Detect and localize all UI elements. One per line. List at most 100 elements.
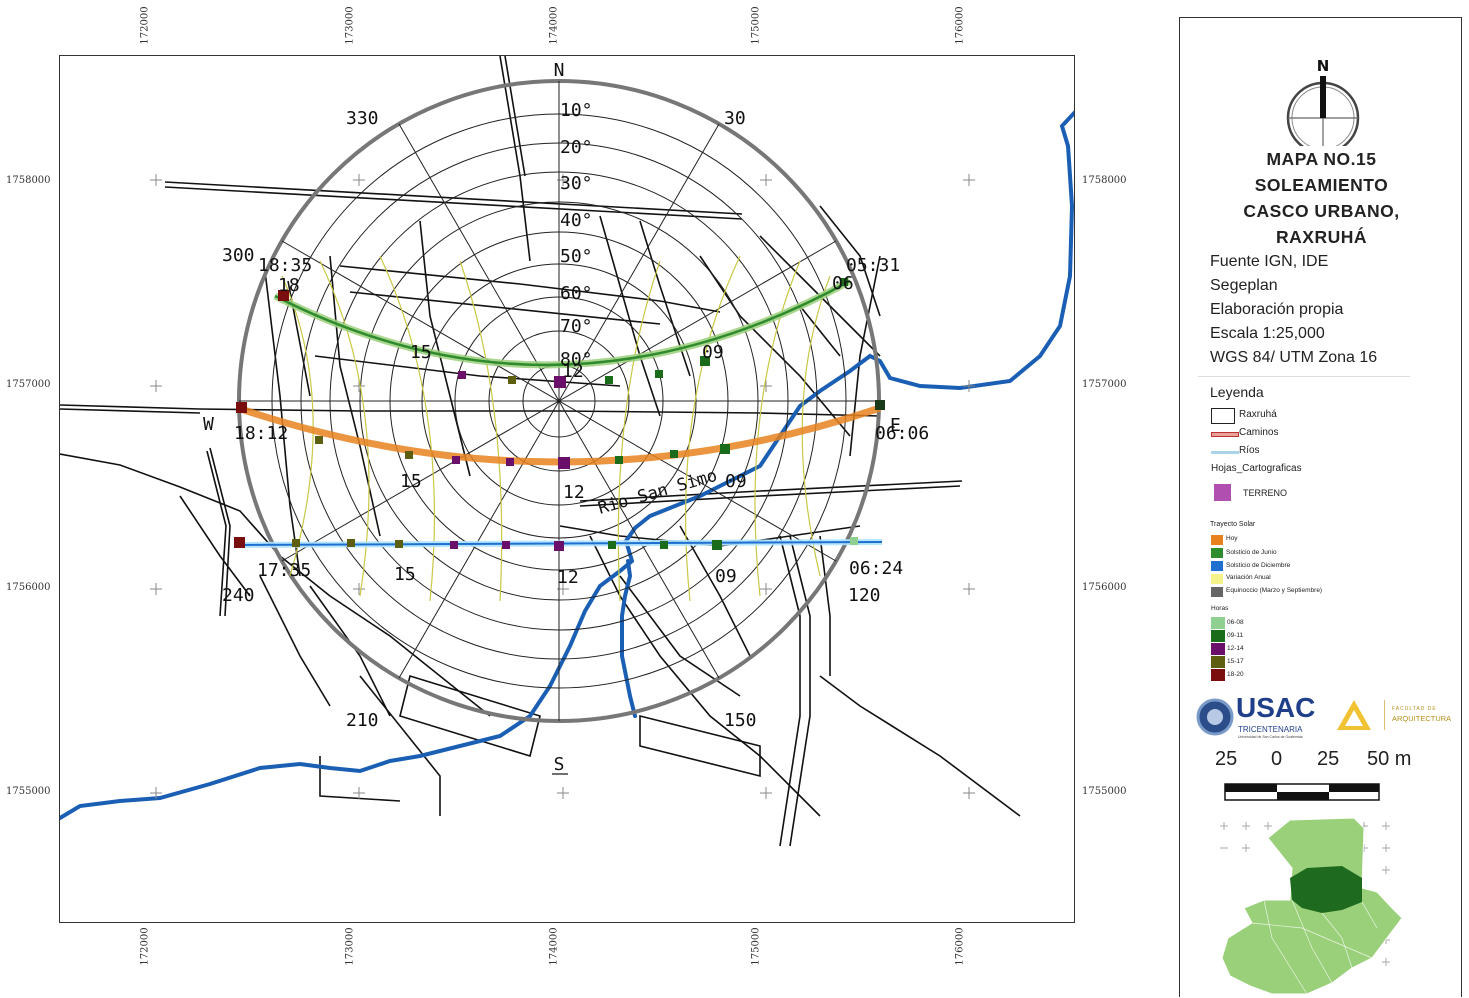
compass-west: W	[203, 414, 214, 435]
trayecto-title: Trayecto Solar	[1210, 521, 1256, 528]
hora-1517: 15-17	[1227, 658, 1244, 665]
azimuth-210: 210	[346, 710, 379, 731]
usac-subtitle: Universidad de San Carlos de Guatemala	[1238, 735, 1303, 739]
coordinate-grid-marks	[150, 174, 975, 799]
time-05-31: 05:31	[846, 255, 900, 276]
time-18-35: 18:35	[258, 255, 312, 276]
y-tick-left-1758000: 1758000	[6, 175, 51, 186]
azimuth-120: 120	[848, 585, 881, 606]
terreno-swatch	[1214, 484, 1231, 501]
x-tick-bottom-173000: 173000	[344, 927, 356, 966]
hora-0911: 09-11	[1227, 632, 1244, 639]
altitude-80: 80°	[560, 349, 593, 370]
scale-bar	[1224, 783, 1380, 801]
time-06-06: 06:06	[875, 423, 929, 444]
swatch-junio	[1211, 548, 1223, 558]
legend-rios: Ríos	[1239, 445, 1260, 456]
facultad-text: FACULTAD DE	[1392, 706, 1437, 712]
hora-0608: 06-08	[1227, 619, 1244, 626]
time-18-12: 18:12	[234, 423, 288, 444]
tricentenaria-text: TRICENTENARIA	[1238, 725, 1303, 734]
trayecto-equinoccio: Equinoccio (Marzo y Septiembre)	[1226, 587, 1323, 594]
hora-1820: 18-20	[1227, 671, 1244, 678]
time-17-35: 17:35	[257, 560, 311, 581]
map-frame[interactable]: N S W E 330 30 300 240 120 210 150 10° 2…	[59, 55, 1075, 923]
caminos-swatch	[1211, 432, 1239, 437]
y-tick-left-1755000: 1755000	[6, 786, 51, 797]
scale-label-25-right: 25	[1317, 748, 1340, 770]
rios-swatch	[1211, 451, 1239, 454]
hour-12-dec: 12	[557, 567, 579, 588]
altitude-10: 10°	[560, 100, 593, 121]
hour-15-dec: 15	[394, 564, 416, 585]
swatch-0911	[1211, 630, 1225, 642]
x-tick-top-173000: 173000	[344, 6, 356, 45]
legend-caminos: Caminos	[1239, 427, 1279, 438]
meta-segeplan: Segeplan	[1210, 277, 1278, 294]
swatch-1820	[1211, 669, 1225, 681]
trayecto-diciembre: Solsticio de Diciembre	[1226, 562, 1291, 569]
x-tick-top-174000: 174000	[548, 6, 560, 45]
time-06-24: 06:24	[849, 558, 903, 579]
compass-south: S	[554, 754, 565, 775]
x-tick-top-176000: 176000	[954, 6, 966, 45]
hour-09-dec: 09	[715, 566, 737, 587]
y-tick-right-1757000: 1757000	[1082, 379, 1127, 390]
legend-panel: N MAPA NO.15 SOLEAMIENTO CASCO URBANO, R…	[1179, 17, 1462, 997]
altitude-20: 20°	[560, 137, 593, 158]
sun-path-diagram	[234, 79, 885, 723]
altitude-50: 50°	[560, 246, 593, 267]
usac-text: USAC	[1236, 692, 1316, 723]
solar-path-map[interactable]: N S W E 330 30 300 240 120 210 150 10° 2…	[60, 56, 1075, 923]
azimuth-330: 330	[346, 108, 379, 129]
azimuth-spokes	[239, 81, 879, 721]
raxruha-swatch	[1211, 408, 1235, 424]
compass-north: N	[554, 60, 565, 81]
trayecto-variacion: Variación Anual	[1226, 574, 1271, 581]
divider	[1198, 376, 1410, 377]
map-title-line-4: RAXRUHÁ	[1276, 227, 1367, 247]
meta-escala: Escala 1:25,000	[1210, 325, 1325, 342]
x-tick-bottom-175000: 175000	[750, 927, 762, 966]
map-title-line-3: CASCO URBANO,	[1243, 201, 1400, 221]
usac-logo: USAC TRICENTENARIA Universidad de San Ca…	[1196, 692, 1326, 742]
y-tick-right-1756000: 1756000	[1082, 582, 1127, 593]
legend-raxruha: Raxruhá	[1239, 409, 1277, 420]
azimuth-300: 300	[222, 245, 255, 266]
y-tick-right-1755000: 1755000	[1082, 786, 1127, 797]
legend-hojas: Hojas_Cartograficas	[1211, 463, 1302, 474]
y-tick-left-1756000: 1756000	[6, 582, 51, 593]
hour-15-june: 15	[410, 342, 432, 363]
trayecto-junio: Solsticio de Junio	[1226, 549, 1277, 556]
horas-title: Horas	[1211, 605, 1229, 612]
compass-east: E	[890, 415, 901, 436]
swatch-1214	[1211, 643, 1225, 655]
swatch-1517	[1211, 656, 1225, 668]
hour-18: 18	[278, 275, 300, 296]
hour-09-june: 09	[702, 342, 724, 363]
swatch-diciembre	[1211, 561, 1223, 571]
altitude-30: 30°	[560, 173, 593, 194]
x-tick-bottom-174000: 174000	[548, 927, 560, 966]
scale-label-50m: 50 m	[1367, 748, 1412, 770]
swatch-equinoccio	[1211, 587, 1223, 597]
north-arrow-letter: N	[1317, 57, 1330, 75]
usac-seal-icon	[1196, 698, 1234, 736]
swatch-hoy	[1211, 535, 1223, 545]
north-arrow-icon: N	[1286, 57, 1360, 146]
river-rio-san-simon	[60, 110, 1074, 820]
x-tick-top-172000: 172000	[139, 6, 151, 45]
logo-divider	[1384, 700, 1385, 730]
azimuth-150: 150	[724, 710, 757, 731]
scale-label-0: 0	[1271, 748, 1283, 770]
yellow-hour-arcs	[281, 255, 831, 602]
azimuth-240: 240	[222, 585, 255, 606]
arquitectura-logo-icon	[1337, 700, 1371, 730]
hour-12-hoy: 12	[563, 482, 585, 503]
y-tick-left-1757000: 1757000	[6, 379, 51, 390]
meta-elaboracion: Elaboración propia	[1210, 301, 1344, 318]
hour-06: 06	[832, 273, 854, 294]
arquitectura-text: ARQUITECTURA	[1392, 714, 1452, 723]
azimuth-30: 30	[724, 108, 746, 129]
hour-12-june: 12	[562, 361, 584, 382]
